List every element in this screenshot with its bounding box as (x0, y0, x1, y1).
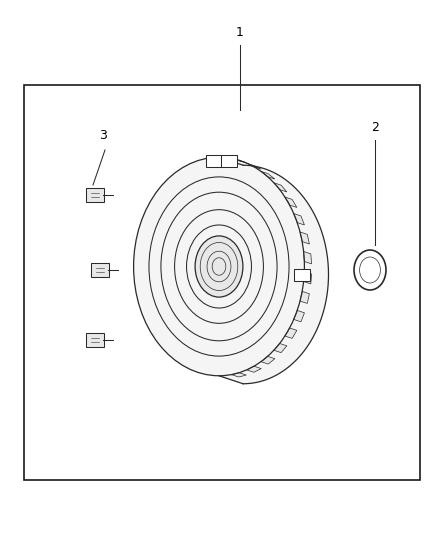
Text: 1: 1 (236, 26, 244, 39)
Bar (24, 85, 420, 480)
Text: 2: 2 (371, 121, 379, 134)
FancyBboxPatch shape (86, 188, 104, 202)
Polygon shape (261, 357, 275, 364)
Polygon shape (219, 157, 328, 384)
Polygon shape (247, 163, 261, 169)
FancyBboxPatch shape (206, 155, 222, 167)
FancyBboxPatch shape (221, 155, 237, 167)
Polygon shape (300, 232, 309, 244)
FancyBboxPatch shape (86, 333, 104, 347)
Polygon shape (247, 366, 261, 372)
Polygon shape (304, 271, 311, 284)
Polygon shape (134, 157, 304, 376)
Polygon shape (261, 171, 275, 179)
Polygon shape (300, 292, 309, 303)
Polygon shape (231, 373, 246, 377)
Polygon shape (304, 252, 311, 264)
Polygon shape (274, 183, 287, 192)
Polygon shape (285, 328, 297, 338)
FancyBboxPatch shape (293, 269, 310, 281)
Polygon shape (231, 158, 246, 163)
FancyBboxPatch shape (91, 263, 109, 277)
Polygon shape (274, 343, 287, 353)
Polygon shape (294, 310, 304, 322)
Polygon shape (294, 214, 304, 225)
Ellipse shape (195, 236, 243, 297)
Text: 3: 3 (99, 129, 107, 142)
Polygon shape (285, 197, 297, 207)
